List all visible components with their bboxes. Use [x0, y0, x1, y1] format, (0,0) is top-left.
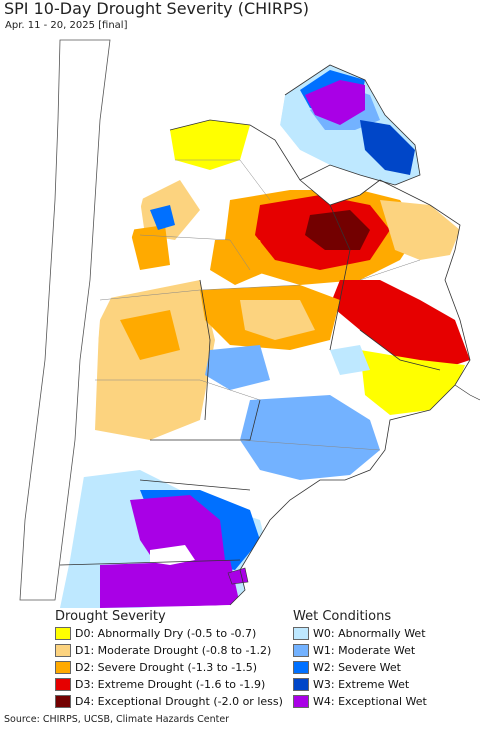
drought-legend-label: D4: Exceptional Drought (-2.0 or less) — [75, 695, 283, 708]
drought-legend-item: D0: Abnormally Dry (-0.5 to -0.7) — [55, 626, 256, 641]
drought-legend-item: D2: Severe Drought (-1.3 to -1.5) — [55, 660, 257, 675]
wet-legend-swatch — [293, 695, 309, 708]
map-title: SPI 10-Day Drought Severity (CHIRPS) — [4, 0, 310, 18]
wet-legend-swatch — [293, 661, 309, 674]
drought-legend-item: D1: Moderate Drought (-0.8 to -1.2) — [55, 643, 271, 658]
wet-legend-item: W4: Exceptional Wet — [293, 694, 427, 709]
wet-legend-swatch — [293, 627, 309, 640]
coastline — [454, 384, 480, 401]
drought-legend-label: D2: Severe Drought (-1.3 to -1.5) — [75, 661, 258, 674]
chile-region — [19, 39, 111, 601]
drought-legend-swatch — [55, 661, 71, 674]
wet-legend-heading: Wet Conditions — [293, 609, 392, 624]
map-subtitle: Apr. 11 - 20, 2025 [final] — [5, 20, 128, 31]
borders — [59, 64, 471, 606]
drought-legend-item: D4: Exceptional Drought (-2.0 or less) — [55, 694, 283, 709]
wet-legend-item: W1: Moderate Wet — [293, 643, 415, 658]
drought-legend-heading: Drought Severity — [55, 609, 166, 624]
wet-legend-label: W3: Extreme Wet — [313, 678, 410, 691]
tierra-del-fuego — [227, 567, 249, 585]
drought-legend-swatch — [55, 627, 71, 640]
wet-legend-item: W3: Extreme Wet — [293, 677, 409, 692]
wet-legend-swatch — [293, 678, 309, 691]
drought-map — [19, 39, 480, 608]
wet-legend-label: W1: Moderate Wet — [313, 644, 416, 657]
wet-legend-label: W2: Severe Wet — [313, 661, 401, 674]
wet-legend-label: W0: Abnormally Wet — [313, 627, 426, 640]
drought-legend-item: D3: Extreme Drought (-1.6 to -1.9) — [55, 677, 265, 692]
drought-legend-label: D0: Abnormally Dry (-0.5 to -0.7) — [75, 627, 257, 640]
drought-legend-swatch — [55, 644, 71, 657]
drought-legend-swatch — [55, 678, 71, 691]
drought-legend-swatch — [55, 695, 71, 708]
drought-legend-label: D1: Moderate Drought (-0.8 to -1.2) — [75, 644, 272, 657]
wet-legend-swatch — [293, 644, 309, 657]
wet-legend-item: W2: Severe Wet — [293, 660, 401, 675]
wet-legend-label: W4: Exceptional Wet — [313, 695, 427, 708]
drought-legend-label: D3: Extreme Drought (-1.6 to -1.9) — [75, 678, 266, 691]
source-note: Source: CHIRPS, UCSB, Climate Hazards Ce… — [4, 714, 230, 725]
province-lines — [95, 159, 421, 451]
wet-legend-item: W0: Abnormally Wet — [293, 626, 426, 641]
